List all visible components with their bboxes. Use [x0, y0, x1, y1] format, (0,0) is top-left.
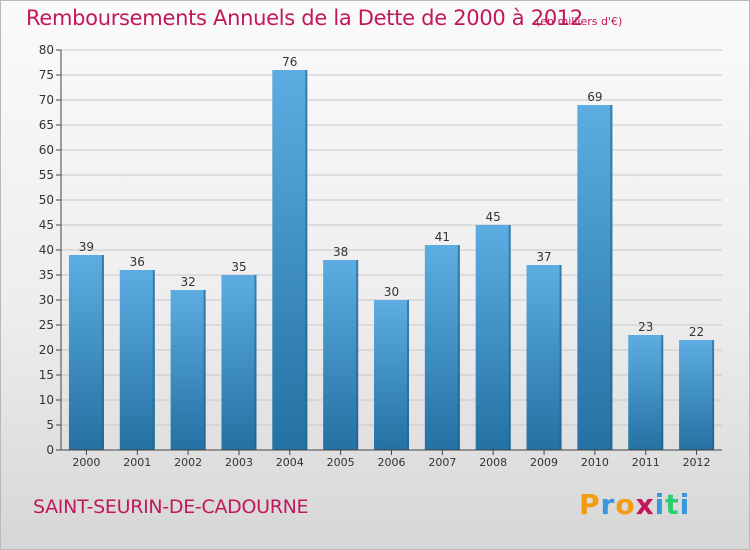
x-tick-label: 2009	[530, 456, 558, 469]
chart-title: Remboursements Annuels de la Dette de 20…	[26, 6, 583, 30]
bar-edge	[254, 275, 257, 450]
bar-2001	[119, 270, 155, 450]
logo-letter: t	[665, 488, 680, 521]
proxiti-logo: Proxiti	[579, 488, 690, 521]
bar-edge	[152, 270, 155, 450]
logo-letter: i	[654, 488, 666, 521]
y-tick-label: 80	[39, 43, 54, 57]
x-tick-label: 2004	[276, 456, 304, 469]
logo-letter: x	[635, 488, 655, 521]
y-tick-label: 55	[39, 168, 54, 182]
bar-2012	[679, 340, 715, 450]
bar-2011	[628, 335, 664, 450]
x-tick-label: 2000	[72, 456, 100, 469]
value-label: 38	[333, 245, 348, 259]
value-label: 37	[536, 250, 551, 264]
value-label: 36	[130, 255, 145, 269]
y-tick-label: 5	[46, 418, 54, 432]
x-tick-label: 2001	[123, 456, 151, 469]
x-tick-label: 2006	[378, 456, 406, 469]
y-tick-label: 65	[39, 118, 54, 132]
y-tick-label: 0	[46, 443, 54, 457]
axes	[56, 49, 722, 455]
bar-2010	[577, 105, 613, 450]
y-tick-label: 10	[39, 393, 54, 407]
x-tick-label: 2002	[174, 456, 202, 469]
y-tick-label: 25	[39, 318, 54, 332]
bar-edge	[305, 70, 308, 450]
bars	[68, 70, 715, 450]
logo-letter: o	[615, 488, 636, 521]
bar-2008	[475, 225, 511, 450]
x-tick-label: 2010	[581, 456, 609, 469]
commune-name: SAINT-SEURIN-DE-CADOURNE	[33, 496, 309, 518]
bar-2004	[272, 70, 308, 450]
bar-edge	[712, 340, 715, 450]
x-tick-label: 2011	[632, 456, 660, 469]
labels: 0 5 10 15 20 25 30 35 40 45 50 55 60 65 70 75 80 39 2000 36…	[39, 43, 711, 469]
value-label: 45	[486, 210, 501, 224]
bar-edge	[101, 255, 104, 450]
value-label: 76	[282, 55, 297, 69]
logo-letter: r	[600, 488, 616, 521]
bar-edge	[457, 245, 460, 450]
bar-edge	[407, 300, 409, 450]
x-tick-label: 2003	[225, 456, 253, 469]
value-label: 30	[384, 285, 399, 299]
value-label: 35	[231, 260, 246, 274]
value-label: 32	[180, 275, 195, 289]
value-label: 39	[79, 240, 94, 254]
bar-2002	[170, 290, 206, 450]
x-tick-label: 2008	[479, 456, 507, 469]
value-label: 22	[689, 325, 704, 339]
bar-2009	[526, 265, 562, 450]
x-tick-label: 2012	[683, 456, 711, 469]
y-tick-label: 50	[39, 193, 54, 207]
x-tick-label: 2005	[327, 456, 355, 469]
y-tick-label: 60	[39, 143, 54, 157]
bar-2007	[424, 245, 460, 450]
bar-edge	[356, 260, 359, 450]
chart-unit: (en milliers d'€)	[536, 15, 623, 28]
bar-edge	[508, 225, 511, 450]
bar-edge	[559, 265, 562, 450]
bar-2005	[323, 260, 359, 450]
y-tick-label: 30	[39, 293, 54, 307]
bar-edge	[203, 290, 206, 450]
bar-edge	[610, 105, 613, 450]
logo-letter: i	[679, 488, 691, 521]
y-tick-label: 75	[39, 68, 54, 82]
logo-letter: P	[579, 488, 601, 521]
value-label: 41	[435, 230, 450, 244]
bar-2003	[221, 275, 257, 450]
value-label: 23	[638, 320, 653, 334]
bar-2006	[374, 300, 409, 450]
y-tick-label: 35	[39, 268, 54, 282]
bar-2000	[68, 255, 104, 450]
y-tick-label: 45	[39, 218, 54, 232]
y-tick-label: 20	[39, 343, 54, 357]
bar-edge	[661, 335, 664, 450]
x-tick-label: 2007	[428, 456, 456, 469]
y-tick-label: 40	[39, 243, 54, 257]
value-label: 69	[587, 90, 602, 104]
y-tick-label: 70	[39, 93, 54, 107]
y-tick-label: 15	[39, 368, 54, 382]
